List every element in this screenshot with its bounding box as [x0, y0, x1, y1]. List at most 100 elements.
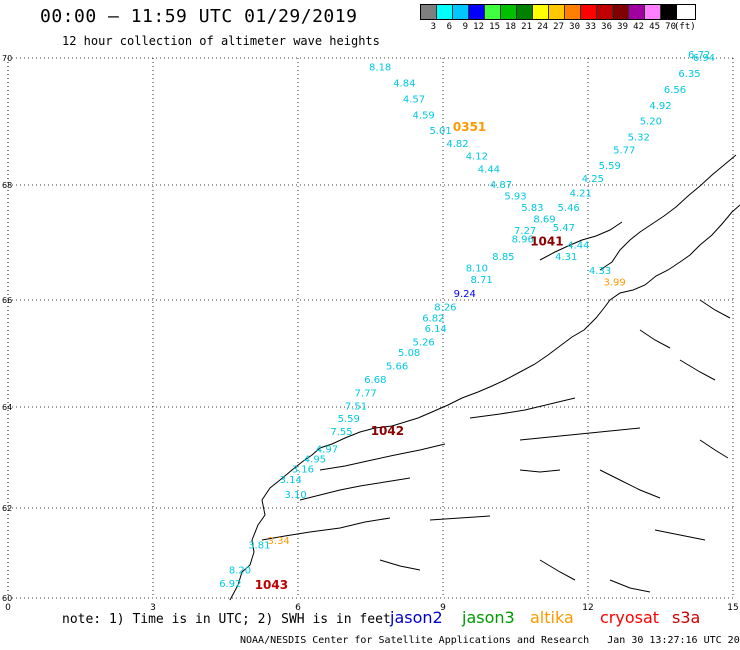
- scale-swatch: [453, 5, 469, 19]
- wave-height-label: 5.66: [386, 362, 408, 373]
- wave-height-label: 9.24: [454, 289, 476, 300]
- coastline-north: [599, 154, 737, 271]
- lake-4: [654, 529, 706, 541]
- credit-line: NOAA/NESDIS Center for Satellite Applica…: [240, 635, 740, 646]
- wave-height-label: 4.97: [316, 444, 338, 455]
- wave-height-color-scale: 3 6 9 12 15 18 21 24 27 30 33 36 39 42 45 70 (ft): [420, 4, 696, 32]
- legend-jason2: jason2: [390, 608, 443, 627]
- scale-label: 6: [446, 22, 452, 32]
- wave-height-label: 4.33: [589, 266, 611, 277]
- pass-id-label: 1042: [371, 424, 404, 438]
- wave-height-label: 3.14: [280, 475, 302, 486]
- scale-label: 9: [462, 22, 468, 32]
- wave-height-label: 4.25: [582, 174, 604, 185]
- scale-label: 39: [617, 22, 628, 32]
- wave-height-label: 8.96: [512, 235, 534, 246]
- wave-height-label: 6.35: [678, 69, 700, 80]
- legend-s3a: s3a: [672, 608, 701, 627]
- wave-height-label: 3.99: [603, 278, 625, 289]
- pass-id-label: 1043: [255, 578, 288, 592]
- lake-1: [429, 515, 491, 521]
- wave-height-label: 6.68: [364, 375, 386, 386]
- scale-label: 21: [521, 22, 532, 32]
- scale-swatch: [629, 5, 645, 19]
- wave-height-label: 3.16: [292, 465, 314, 476]
- wave-height-label: 7.27: [514, 226, 536, 237]
- y-tick-label: 70: [2, 54, 12, 63]
- lake-11: [699, 439, 729, 459]
- scale-swatch: [581, 5, 597, 19]
- lake-8: [519, 469, 561, 473]
- wave-height-label: 8.18: [369, 63, 391, 74]
- note-text: note: 1) Time is in UTC; 2) SWH is in fe…: [62, 612, 391, 627]
- scale-swatch: [517, 5, 533, 19]
- wave-height-label: 8.26: [434, 303, 456, 314]
- scale-label: 12: [473, 22, 484, 32]
- legend-altika: altika: [530, 608, 574, 627]
- wave-height-label: 3.10: [284, 490, 306, 501]
- pass-id-label: 0351: [453, 120, 486, 134]
- wave-height-label: 4.21: [570, 189, 592, 200]
- latitude-ticks: 70 68 66 64 62 60: [2, 54, 12, 603]
- wave-height-label: 4.57: [403, 94, 425, 105]
- wave-height-label: 5.59: [599, 161, 621, 172]
- wave-height-label: 4.84: [393, 79, 415, 90]
- pass-ids: 0351 1041 1042 1043: [255, 120, 564, 592]
- wave-height-label: 5.46: [558, 203, 580, 214]
- lake-5: [679, 359, 716, 381]
- scale-label: 24: [537, 22, 548, 32]
- wave-height-label: 6.14: [425, 324, 447, 335]
- scale-label: 70: [665, 22, 676, 32]
- scale-label: 45: [649, 22, 660, 32]
- scale-swatch: [565, 5, 581, 19]
- scale-swatch: [613, 5, 629, 19]
- scale-label: 30: [569, 22, 580, 32]
- wave-height-label: 5.20: [640, 117, 662, 128]
- coastline-main: [229, 204, 740, 601]
- fjord-2: [261, 517, 391, 541]
- lake-2: [539, 559, 576, 581]
- longitude-ticks: 0 3 6 9 12 15: [5, 603, 739, 613]
- wave-height-label: 5.01: [429, 126, 451, 137]
- fjord-3: [319, 443, 446, 471]
- legend-cryosat: cryosat: [600, 608, 660, 627]
- color-scale-labels: 3 6 9 12 15 18 21 24 27 30 33 36 39 42 45 70 (ft): [420, 22, 696, 32]
- x-tick-label: 0: [5, 603, 11, 613]
- wave-height-label: 7.51: [345, 402, 367, 413]
- scale-swatch: [469, 5, 485, 19]
- wave-height-label: 5.77: [613, 145, 635, 156]
- wave-height-label: 4.87: [490, 180, 512, 191]
- pass-id-label: 1041: [530, 234, 563, 248]
- lake-7: [699, 299, 731, 319]
- wave-height-points: 8.184.844.574.595.014.824.124.444.875.93…: [219, 50, 715, 590]
- wave-height-label: 3.34: [268, 536, 290, 547]
- wave-height-label: 6.94: [693, 53, 715, 64]
- scale-label: 15: [489, 22, 500, 32]
- scale-swatch: [533, 5, 549, 19]
- y-tick-label: 68: [2, 181, 12, 190]
- lake-9: [379, 559, 421, 571]
- wave-height-label: 7.55: [330, 427, 352, 438]
- scale-unit: (ft): [674, 22, 696, 32]
- scale-swatch: [501, 5, 517, 19]
- x-tick-label: 3: [150, 603, 156, 613]
- scale-swatch: [437, 5, 453, 19]
- scale-swatch: [549, 5, 565, 19]
- x-tick-label: 15: [727, 603, 738, 613]
- scale-swatch: [597, 5, 613, 19]
- wave-height-label: 8.10: [466, 263, 488, 274]
- map-title: 00:00 – 11:59 UTC 01/29/2019: [40, 6, 358, 27]
- coastline: [229, 154, 740, 601]
- scale-label: 42: [633, 22, 644, 32]
- lake-10: [609, 579, 651, 593]
- fjord-1: [299, 477, 411, 501]
- wave-height-label: 5.93: [504, 191, 526, 202]
- y-tick-label: 60: [2, 594, 12, 603]
- wave-height-label: 4.31: [555, 252, 577, 263]
- fjord-5: [519, 427, 641, 441]
- scale-label: 33: [585, 22, 596, 32]
- map-subtitle: 12 hour collection of altimeter wave hei…: [62, 34, 380, 48]
- wave-height-label: 5.47: [553, 223, 575, 234]
- wave-height-label: 6.82: [422, 313, 444, 324]
- wave-height-label: 4.82: [446, 139, 468, 150]
